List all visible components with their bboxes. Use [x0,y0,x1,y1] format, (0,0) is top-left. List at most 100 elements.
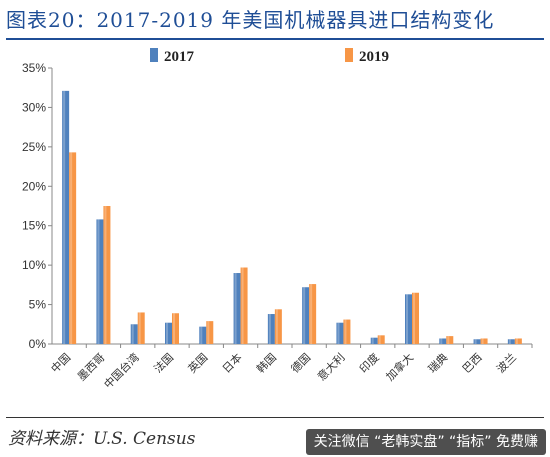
bar-2017 [199,326,207,344]
bar-chart: 2017 2019 0% 5% 10% 15% 20% 25% 30% 35% 中国 墨西哥中国台… [22,48,533,391]
bar-2019 [480,338,488,344]
bar-2019 [377,335,385,344]
bar-2017 [62,90,70,344]
bar-highlight [515,338,518,344]
bar-fill [507,339,515,344]
bar-highlight [447,336,450,344]
bar-fill [172,313,179,344]
y-tick-label: 10% [22,258,46,272]
bar-highlight [275,309,278,344]
bar-2017 [165,322,172,344]
bar-highlight [406,294,408,344]
bar-2019 [446,336,454,344]
category-label: 中国台湾 [101,350,142,391]
watermark-banner: 关注微信 “老韩实盘” “指标” 免费赚 [305,429,546,455]
category-label: 巴西 [460,351,485,376]
title-divider [6,38,544,40]
bar-highlight [413,292,415,344]
bar-highlight [310,284,313,344]
bar-fill [412,292,419,344]
bar-fill [96,219,104,344]
bar-fill [240,267,248,344]
y-tick-label: 25% [22,140,46,154]
bar-fill [405,294,412,344]
bar-fill [514,338,522,344]
bar-fill [137,312,145,344]
category-label: 加拿大 [383,350,416,383]
y-tick-label: 15% [22,219,46,233]
bar-fill [130,324,138,344]
bar-2017 [439,338,447,344]
bar-highlight [166,322,168,344]
bar-highlight [481,338,484,344]
bar-2019 [274,309,282,344]
bar-highlight [378,335,381,344]
bar-2017 [267,314,275,344]
bar-fill [439,338,447,344]
bar-highlight [200,326,203,344]
y-tick-label: 20% [22,179,46,193]
bar-fill [274,309,282,344]
bar-2019 [309,284,317,344]
bar-highlight [70,152,73,344]
bar-2019 [172,313,179,344]
bar-2017 [130,324,138,344]
category-label: 韩国 [254,350,279,375]
bar-fill [377,335,385,344]
bar-2019 [412,292,419,344]
bar-2017 [370,337,378,344]
bar-highlight [63,90,66,344]
bar-2019 [514,338,522,344]
bar-fill [480,338,488,344]
bar-fill [103,206,111,344]
bar-2017 [96,219,104,344]
category-label: 墨西哥 [75,351,108,384]
source-divider [6,417,544,418]
y-tick-label: 5% [29,298,47,312]
bar-highlight [104,206,107,344]
bar-highlight [241,267,244,344]
bar-fill [336,322,344,344]
y-tick-label: 30% [22,100,46,114]
bar-highlight [268,314,271,344]
legend-item-2017: 2017 [150,48,195,65]
bar-highlight [173,313,175,344]
category-label: 波兰 [494,351,519,376]
bar-2019 [206,321,214,344]
bar-highlight [337,322,340,344]
legend-item-2019: 2019 [345,48,389,65]
category-label: 法国 [151,350,176,375]
bar-highlight [207,321,210,344]
bar-fill [165,322,172,344]
bar-fill [206,321,214,344]
bar-fill [199,326,207,344]
category-label: 日本 [219,350,244,375]
category-label: 德国 [288,350,313,375]
bar-2017 [336,322,344,344]
category-label: 中国 [49,351,74,376]
bar-fill [343,319,351,344]
bar-highlight [234,273,237,344]
bar-highlight [344,319,347,344]
legend-swatch [150,48,158,62]
legend: 2017 2019 [150,48,389,65]
category-label: 意大利 [314,350,347,383]
chart-bars [62,90,522,344]
bar-fill [267,314,275,344]
bar-highlight [138,312,141,344]
bar-2019 [343,319,351,344]
bar-highlight [371,337,374,344]
bar-fill [302,287,310,344]
bar-fill [309,284,317,344]
chart-title: 图表20：2017-2019 年美国机械器具进口结构变化 [6,8,495,32]
bar-highlight [97,219,100,344]
bar-2019 [103,206,111,344]
bar-2017 [507,339,515,344]
bar-fill [473,339,481,344]
category-label: 英国 [185,350,210,375]
bar-highlight [508,339,511,344]
bar-2017 [302,287,310,344]
legend-swatch [345,48,353,62]
bar-2019 [69,152,77,344]
